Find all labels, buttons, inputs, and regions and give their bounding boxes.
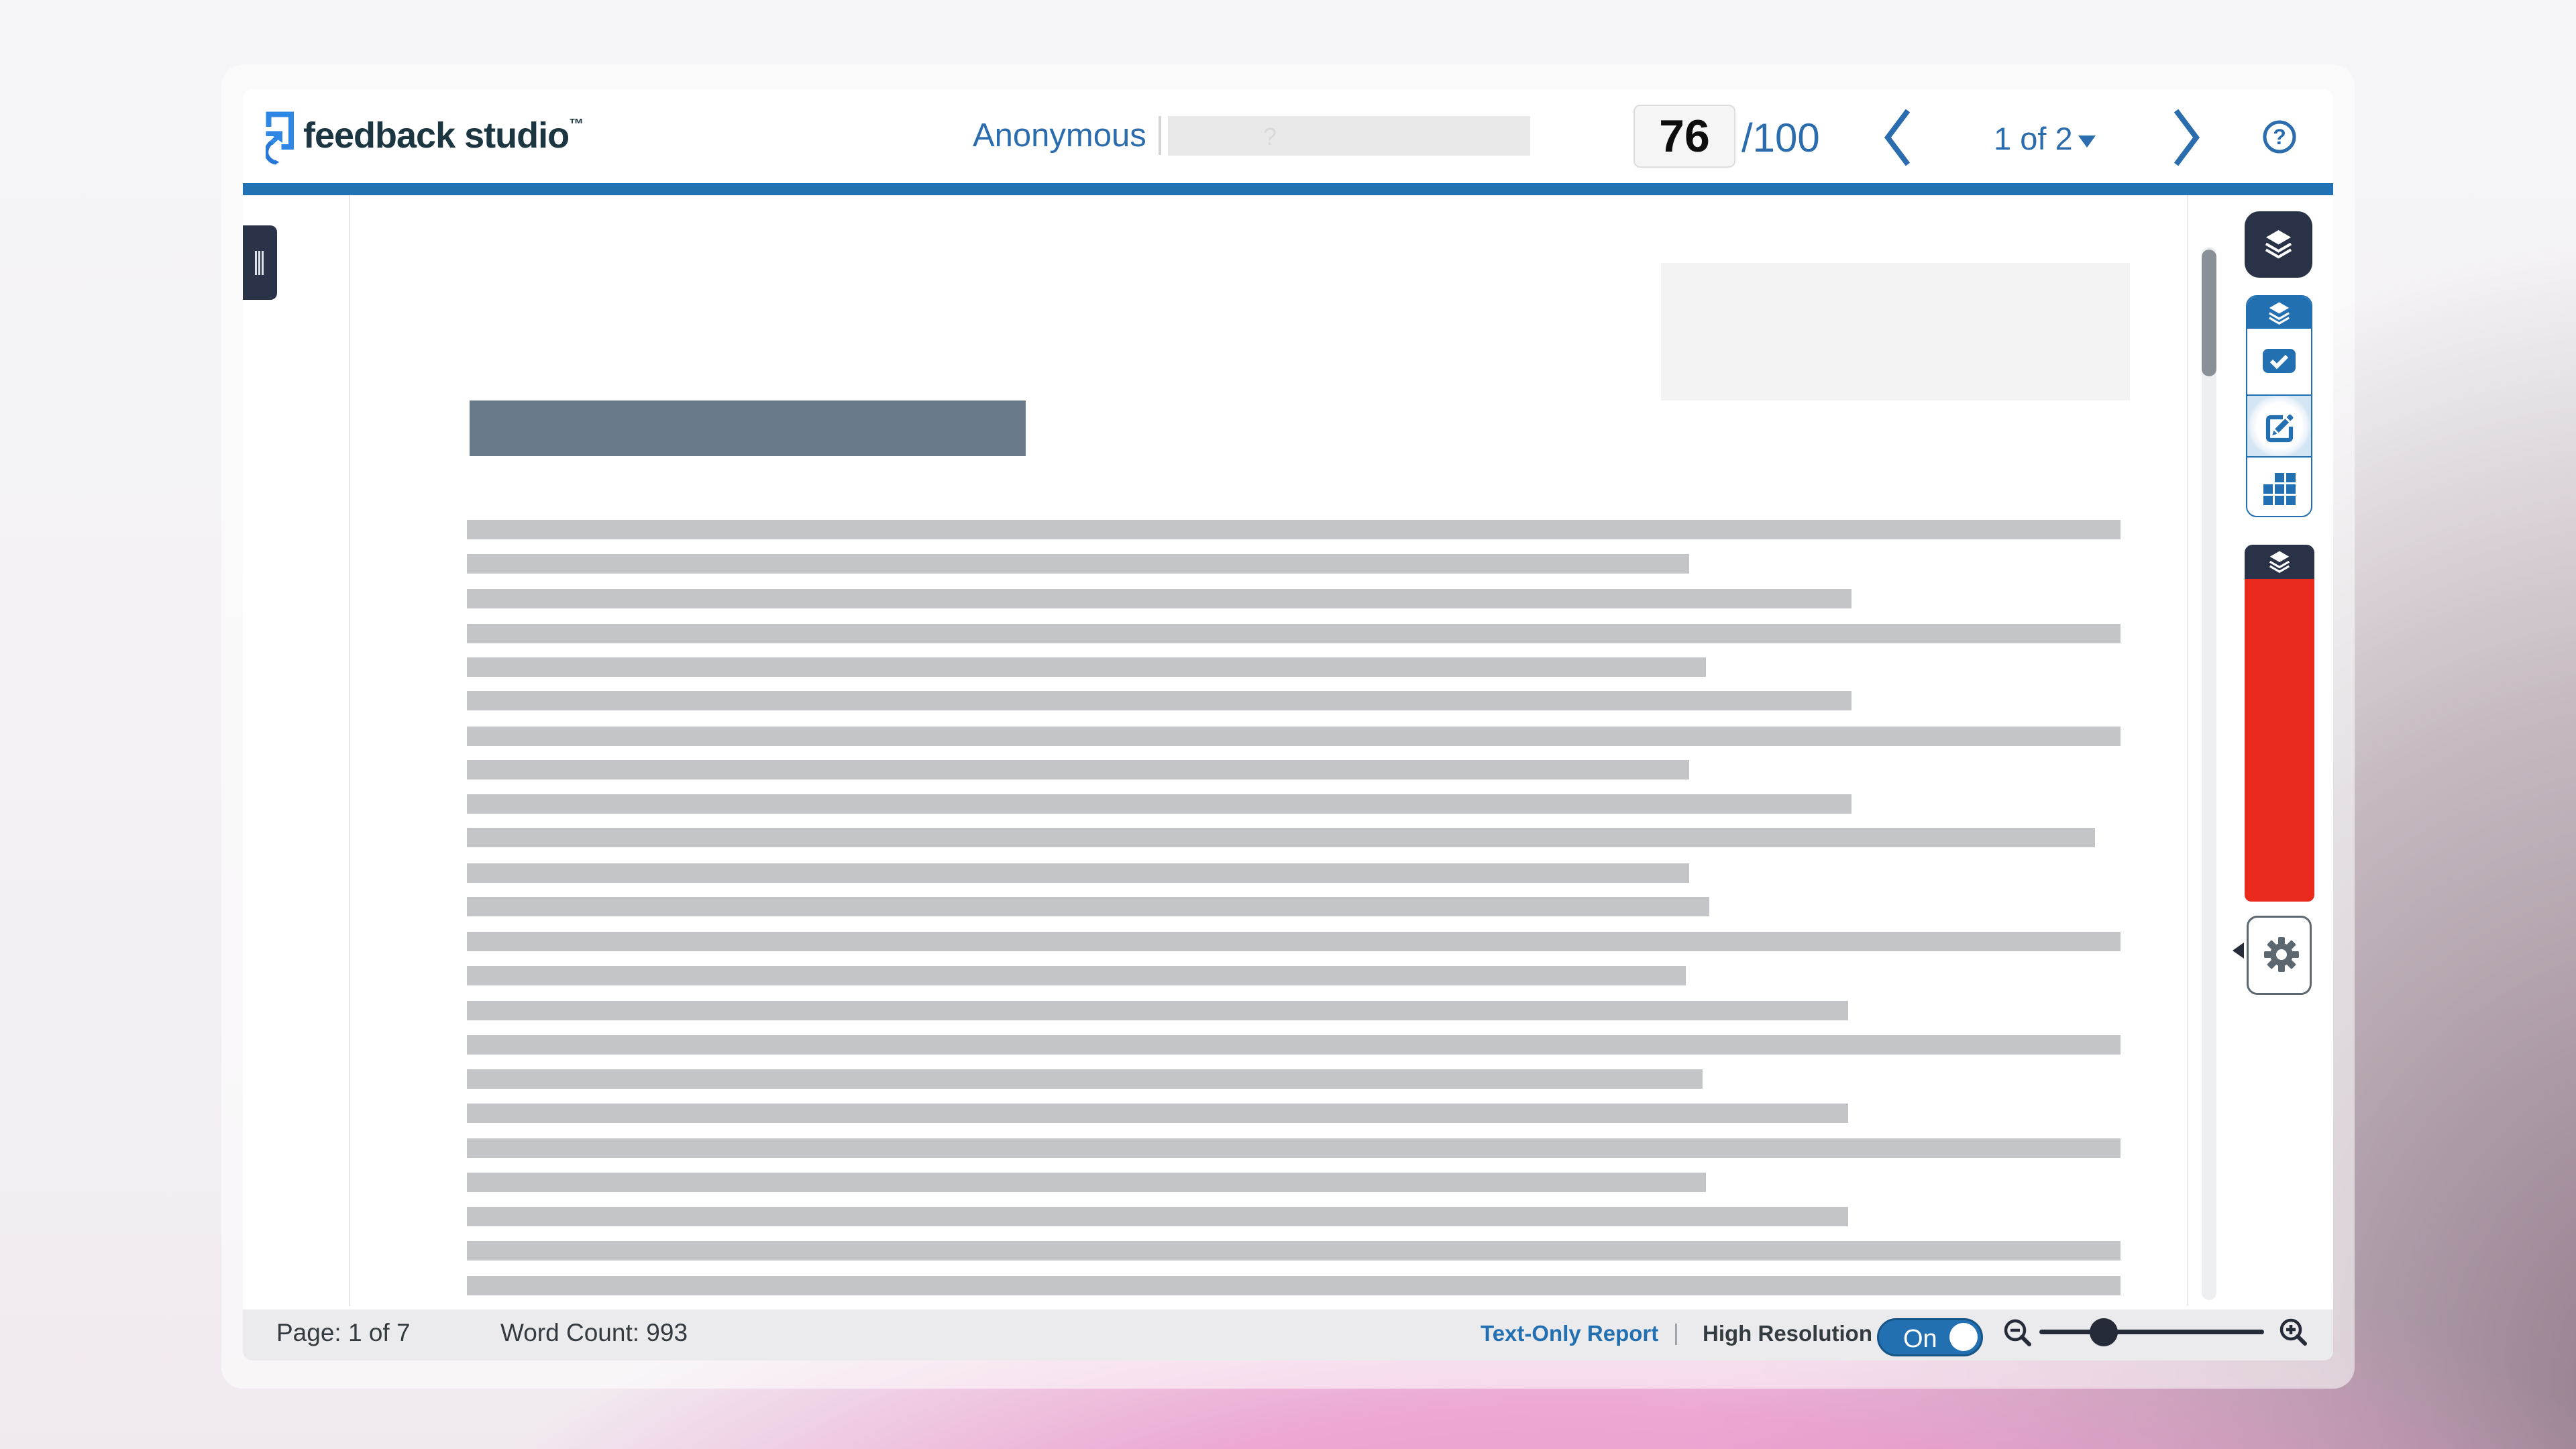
svg-text:?: ?	[2273, 125, 2286, 149]
